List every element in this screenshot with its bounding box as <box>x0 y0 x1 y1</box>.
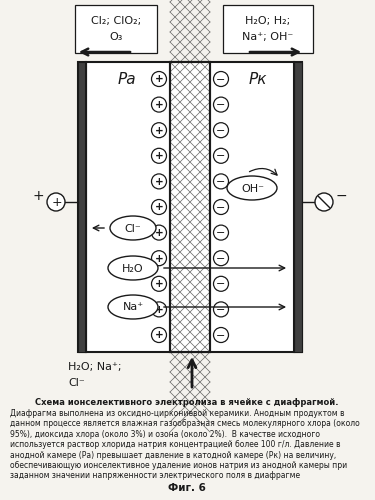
Text: −: − <box>216 228 226 238</box>
Text: −: − <box>216 330 226 340</box>
Circle shape <box>152 302 166 317</box>
Text: −: − <box>216 280 226 289</box>
Text: −: − <box>216 100 226 110</box>
Circle shape <box>213 72 228 86</box>
Text: Pк: Pк <box>249 72 267 88</box>
Circle shape <box>213 148 228 164</box>
Text: Cl⁻: Cl⁻ <box>124 224 141 234</box>
Text: Cl⁻: Cl⁻ <box>68 378 85 388</box>
Circle shape <box>152 225 166 240</box>
Bar <box>170 62 210 352</box>
Text: +: + <box>154 202 164 212</box>
Text: +: + <box>32 189 44 203</box>
Circle shape <box>213 225 228 240</box>
Text: Cl₂; ClO₂;: Cl₂; ClO₂; <box>91 16 141 26</box>
Circle shape <box>152 72 166 86</box>
Text: +: + <box>154 228 164 238</box>
Text: +: + <box>154 280 164 289</box>
Text: H₂O; Na⁺;: H₂O; Na⁺; <box>68 362 122 372</box>
Text: +: + <box>154 152 164 162</box>
Circle shape <box>213 302 228 317</box>
Circle shape <box>152 148 166 164</box>
Text: +: + <box>154 254 164 264</box>
Text: +: + <box>154 305 164 315</box>
Circle shape <box>213 122 228 138</box>
Bar <box>75 5 157 53</box>
Circle shape <box>315 193 333 211</box>
Bar <box>78 62 302 352</box>
Text: H₂O: H₂O <box>122 264 144 274</box>
Text: Na⁺: Na⁺ <box>122 302 144 312</box>
Text: −: − <box>216 202 226 212</box>
Text: −: − <box>216 152 226 162</box>
Circle shape <box>213 200 228 214</box>
Text: +: + <box>51 196 62 208</box>
Circle shape <box>152 174 166 189</box>
Text: −: − <box>216 305 226 315</box>
Ellipse shape <box>110 216 156 240</box>
Text: +: + <box>154 74 164 85</box>
Circle shape <box>213 174 228 189</box>
Text: Фиг. 6: Фиг. 6 <box>168 483 206 493</box>
Text: Na⁺; OH⁻: Na⁺; OH⁻ <box>242 32 294 42</box>
Circle shape <box>213 276 228 291</box>
Bar <box>170 62 210 352</box>
Circle shape <box>47 193 65 211</box>
Bar <box>294 62 302 352</box>
Text: −: − <box>216 126 226 136</box>
Circle shape <box>152 200 166 214</box>
Text: Диафрагма выполнена из оксидно-циркониевой керамики. Анодным продуктом в данном : Диафрагма выполнена из оксидно-циркониев… <box>10 409 360 480</box>
Text: −: − <box>216 254 226 264</box>
Text: −: − <box>216 177 226 187</box>
Text: Схема ионселективного электролиза в ячейке с диафрагмой.: Схема ионселективного электролиза в ячей… <box>35 398 339 407</box>
Circle shape <box>152 250 166 266</box>
Bar <box>223 5 313 53</box>
Text: −: − <box>336 189 348 203</box>
Circle shape <box>152 276 166 291</box>
Text: +: + <box>154 100 164 110</box>
Circle shape <box>152 328 166 342</box>
Circle shape <box>152 97 166 112</box>
Text: OH⁻: OH⁻ <box>242 184 264 194</box>
Text: +: + <box>154 177 164 187</box>
Circle shape <box>213 328 228 342</box>
Text: +: + <box>154 126 164 136</box>
Ellipse shape <box>227 176 277 200</box>
Text: +: + <box>154 330 164 340</box>
Text: O₃: O₃ <box>110 32 123 42</box>
Text: Pа: Pа <box>118 72 136 88</box>
Bar <box>78 62 86 352</box>
Circle shape <box>152 122 166 138</box>
Circle shape <box>213 250 228 266</box>
Ellipse shape <box>108 256 158 280</box>
Ellipse shape <box>108 295 158 319</box>
Text: −: − <box>216 74 226 85</box>
Text: H₂O; H₂;: H₂O; H₂; <box>245 16 291 26</box>
Circle shape <box>213 97 228 112</box>
